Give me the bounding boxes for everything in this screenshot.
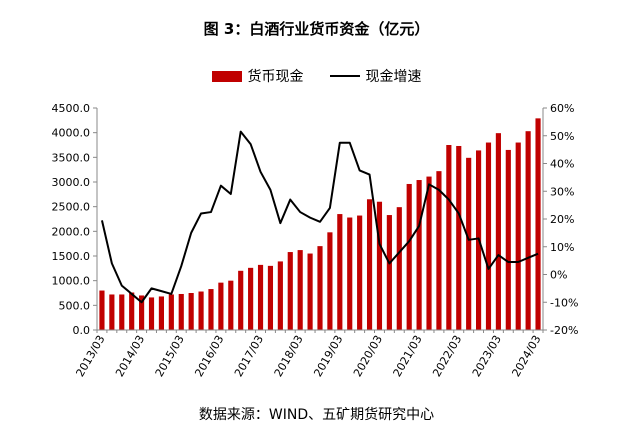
- bar-2019/09: [357, 215, 363, 330]
- bar-2022/12: [485, 142, 492, 330]
- bar-2022/06: [466, 157, 472, 330]
- bar-series: [99, 118, 541, 330]
- bar-2013/06: [109, 294, 115, 330]
- bar-2016/12: [248, 267, 254, 330]
- bar-2013/12: [129, 292, 135, 330]
- left-tick-label: 4000.0: [52, 127, 91, 140]
- bar-2019/06: [347, 217, 353, 330]
- bar-2018/06: [307, 253, 313, 330]
- left-tick-label: 3500.0: [52, 151, 91, 164]
- source-note: 数据来源：WIND、五矿期货研究中心: [198, 407, 435, 423]
- x-tick-label: 2021/03: [391, 333, 425, 379]
- right-tick-label: 20%: [550, 213, 574, 226]
- left-tick-label: 0.0: [73, 324, 91, 337]
- bar-2014/12: [168, 294, 174, 330]
- x-tick-label: 2013/03: [73, 333, 107, 379]
- bar-2015/12: [208, 289, 214, 330]
- x-tick-label: 2024/03: [510, 333, 544, 379]
- bar-2015/03: [178, 293, 184, 330]
- bar-2021/12: [446, 145, 452, 330]
- right-tick-label: -20%: [550, 324, 578, 337]
- bar-2021/06: [426, 176, 432, 330]
- x-tick-label: 2022/03: [430, 333, 464, 379]
- x-tick-label: 2020/03: [351, 333, 385, 379]
- right-tick-label: -10%: [550, 296, 578, 309]
- right-tick-label: 40%: [550, 158, 574, 171]
- bar-2017/09: [277, 261, 283, 330]
- x-tick-label: 2018/03: [272, 333, 306, 379]
- bar-2023/06: [505, 149, 511, 330]
- bar-2020/03: [376, 201, 383, 330]
- legend-label-bar: 货币现金: [247, 69, 304, 85]
- bar-2020/12: [406, 183, 412, 330]
- bar-2021/03: [416, 180, 422, 330]
- left-tick-label: 2500.0: [52, 201, 91, 214]
- legend-swatch-bar: [211, 70, 242, 82]
- legend-swatch-line: [329, 75, 360, 77]
- bar-2017/12: [287, 252, 293, 330]
- x-tick-label: 2023/03: [470, 333, 504, 379]
- bar-2015/06: [188, 293, 194, 330]
- bar-2020/09: [396, 207, 402, 330]
- left-tick-label: 500.0: [59, 299, 91, 312]
- bar-2023/03: [495, 133, 501, 330]
- bar-2017/06: [267, 265, 274, 330]
- bar-2023/09: [515, 142, 521, 330]
- bar-2021/09: [436, 171, 442, 330]
- legend-label-line: 现金增速: [365, 69, 422, 85]
- bar-2019/12: [366, 199, 373, 330]
- right-tick-label: 0%: [550, 269, 567, 282]
- bar-2018/09: [317, 246, 323, 330]
- bar-2024/03: [535, 118, 541, 330]
- bar-2017/03: [257, 264, 264, 330]
- x-tick-label: 2017/03: [232, 333, 266, 379]
- left-tick-label: 1500.0: [52, 250, 91, 263]
- bar-2013/09: [119, 294, 125, 330]
- bar-2016/09: [238, 270, 244, 330]
- chart-title: 图 3：白酒行业货币资金（亿元）: [203, 20, 430, 38]
- left-tick-label: 2000.0: [52, 225, 91, 238]
- right-tick-label: 50%: [550, 130, 574, 143]
- left-tick-label: 4500.0: [52, 102, 91, 115]
- x-tick-label: 2016/03: [192, 333, 226, 379]
- legend-item-bar: 货币现金: [211, 66, 304, 86]
- right-tick-label: 10%: [550, 241, 574, 254]
- bar-2015/09: [198, 291, 204, 330]
- left-tick-label: 3000.0: [52, 176, 91, 189]
- bar-2023/12: [525, 131, 531, 330]
- legend-item-line: 现金增速: [329, 66, 422, 86]
- bar-2014/06: [148, 297, 155, 330]
- bar-2016/06: [228, 280, 234, 330]
- left-tick-label: 1000.0: [52, 275, 91, 288]
- right-tick-label: 30%: [550, 185, 574, 198]
- x-tick-label: 2014/03: [113, 333, 147, 379]
- bar-2013/03: [99, 290, 105, 330]
- bar-2016/03: [218, 282, 224, 330]
- x-tick-label: 2015/03: [153, 333, 187, 379]
- right-tick-label: 60%: [550, 102, 574, 115]
- x-tick-label: 2019/03: [311, 333, 345, 379]
- bar-2022/03: [456, 145, 462, 330]
- bar-2014/03: [139, 295, 145, 330]
- legend: 货币现金 现金增速: [0, 66, 633, 86]
- bar-2014/09: [158, 296, 164, 330]
- bar-2019/03: [337, 214, 343, 330]
- growth-line: [100, 130, 539, 304]
- bar-2020/06: [386, 215, 392, 330]
- bar-2018/03: [297, 250, 303, 330]
- line-series: [100, 130, 539, 304]
- bar-2018/12: [327, 232, 333, 330]
